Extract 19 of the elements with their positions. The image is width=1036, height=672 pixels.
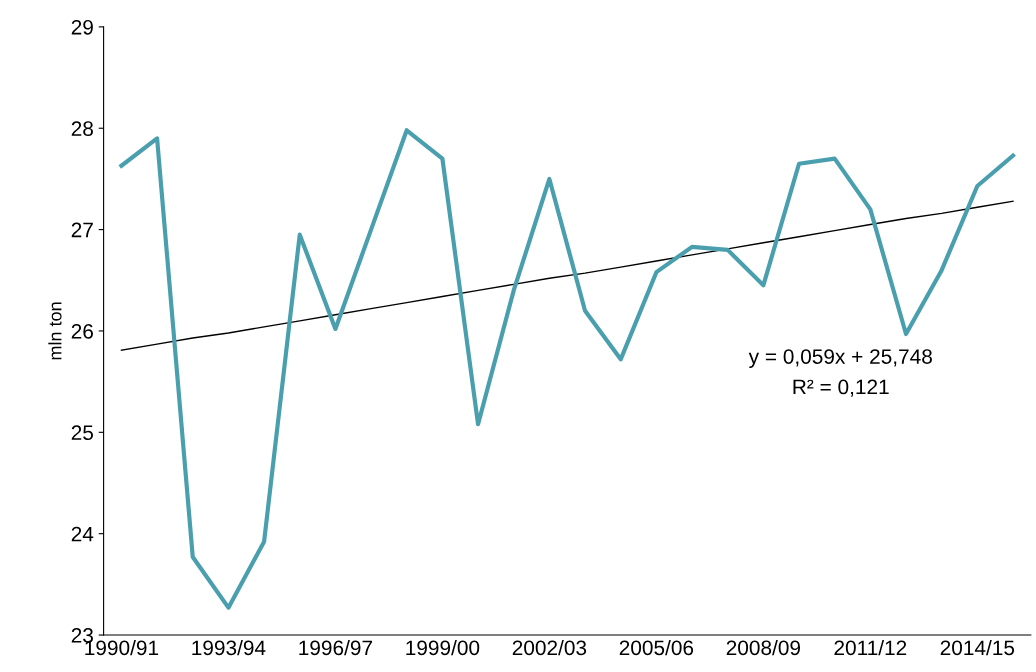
y-axis-title: mln ton xyxy=(48,302,62,360)
x-tick-label: 2008/09 xyxy=(726,639,801,656)
x-tick-label: 1993/94 xyxy=(192,639,266,656)
x-tick-label: 2005/06 xyxy=(619,639,694,656)
y-tick-label: 24 xyxy=(71,526,94,542)
annotation: R² = 0,121 xyxy=(793,379,889,397)
annotation: y = 0,059x + 25,748 xyxy=(748,349,932,369)
line-series xyxy=(120,200,1014,351)
y-tick-label: 26 xyxy=(71,323,93,339)
y-tick-label: 27 xyxy=(71,222,93,238)
y-tick-label: 25 xyxy=(71,425,94,441)
x-tick-label: 2002/03 xyxy=(512,639,587,656)
y-tick-label: 29 xyxy=(71,19,93,35)
y-tick-label: 28 xyxy=(71,121,93,136)
line-series xyxy=(119,128,1016,610)
x-tick-label: 1996/97 xyxy=(299,639,373,656)
x-tick-label: 2014/15 xyxy=(940,639,1015,656)
x-tick-label: 1999/00 xyxy=(406,639,480,656)
x-tick-label: 2011/12 xyxy=(834,639,907,656)
